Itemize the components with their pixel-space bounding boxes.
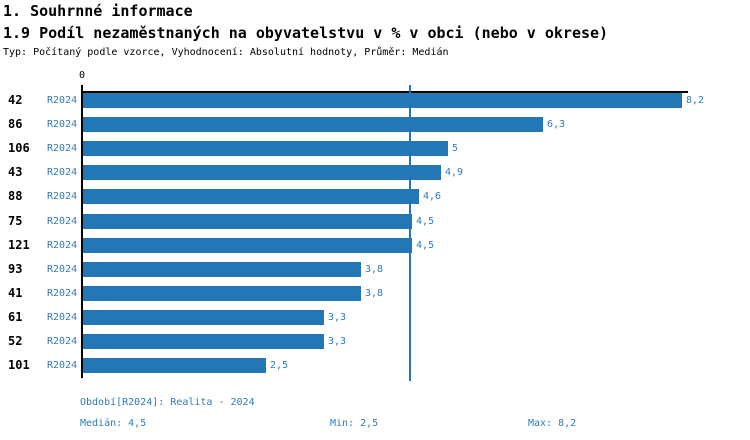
bar-row: 42 R2024 8,2 [0,93,750,108]
row-period-label: R2024 [47,288,78,299]
row-period-label: R2024 [47,360,78,371]
bar [83,238,412,253]
bar-row: 75 R2024 4,5 [0,214,750,229]
x-axis-line [81,91,688,93]
bar-value-label: 6,3 [547,119,566,130]
row-id-label: 93 [8,262,23,276]
page-title: 1. Souhrnné informace [3,2,193,20]
bar [83,310,324,325]
row-period-label: R2024 [47,191,78,202]
bar-value-label: 3,8 [365,264,384,275]
bar [83,141,448,156]
row-id-label: 41 [8,286,23,300]
row-period-label: R2024 [47,119,78,130]
bar-value-label: 3,8 [365,288,384,299]
row-period-label: R2024 [47,216,78,227]
chart-title: 1.9 Podíl nezaměstnaných na obyvatelstvu… [3,24,609,42]
bar-row: 88 R2024 4,6 [0,189,750,204]
bar [83,262,361,277]
bar [83,286,361,301]
row-period-label: R2024 [47,312,78,323]
bar-value-label: 3,3 [328,336,347,347]
max-stat-label: Max: 8,2 [528,418,577,429]
x-axis-zero-tick-label: 0 [78,70,86,81]
bar-value-label: 3,3 [328,312,347,323]
chart-meta-line: Typ: Počítaný podle vzorce, Vyhodnocení:… [3,47,449,58]
bar-row: 106 R2024 5 [0,141,750,156]
bar-row: 86 R2024 6,3 [0,117,750,132]
bar-value-label: 5 [452,143,459,154]
bar [83,214,412,229]
bar-value-label: 4,6 [423,191,442,202]
bar-value-label: 4,5 [416,240,435,251]
row-id-label: 42 [8,93,23,107]
bar [83,358,266,373]
period-label: Období[R2024]: Realita - 2024 [80,397,255,408]
row-id-label: 106 [8,141,30,155]
row-id-label: 75 [8,214,23,228]
row-period-label: R2024 [47,95,78,106]
row-id-label: 101 [8,358,30,372]
median-stat-label: Medián: 4,5 [80,418,147,429]
median-gridline [409,85,411,381]
bar-value-label: 4,5 [416,216,435,227]
bar-row: 41 R2024 3,8 [0,286,750,301]
bar-row: 101 R2024 2,5 [0,358,750,373]
row-id-label: 61 [8,310,23,324]
bar-row: 121 R2024 4,5 [0,238,750,253]
bar-row: 52 R2024 3,3 [0,334,750,349]
row-id-label: 121 [8,238,30,252]
row-period-label: R2024 [47,240,78,251]
bar [83,165,441,180]
row-period-label: R2024 [47,264,78,275]
row-id-label: 88 [8,189,23,203]
row-id-label: 43 [8,165,23,179]
bar [83,117,543,132]
bar-row: 43 R2024 4,9 [0,165,750,180]
bar [83,334,324,349]
bar-value-label: 4,9 [445,167,464,178]
bar-value-label: 8,2 [686,95,705,106]
bar [83,93,682,108]
bar-row: 61 R2024 3,3 [0,310,750,325]
row-period-label: R2024 [47,167,78,178]
bar-value-label: 2,5 [270,360,289,371]
bar [83,189,419,204]
row-period-label: R2024 [47,336,78,347]
row-id-label: 52 [8,334,23,348]
bar-row: 93 R2024 3,8 [0,262,750,277]
row-period-label: R2024 [47,143,78,154]
row-id-label: 86 [8,117,23,131]
min-stat-label: Min: 2,5 [330,418,379,429]
y-axis-line [81,85,83,378]
